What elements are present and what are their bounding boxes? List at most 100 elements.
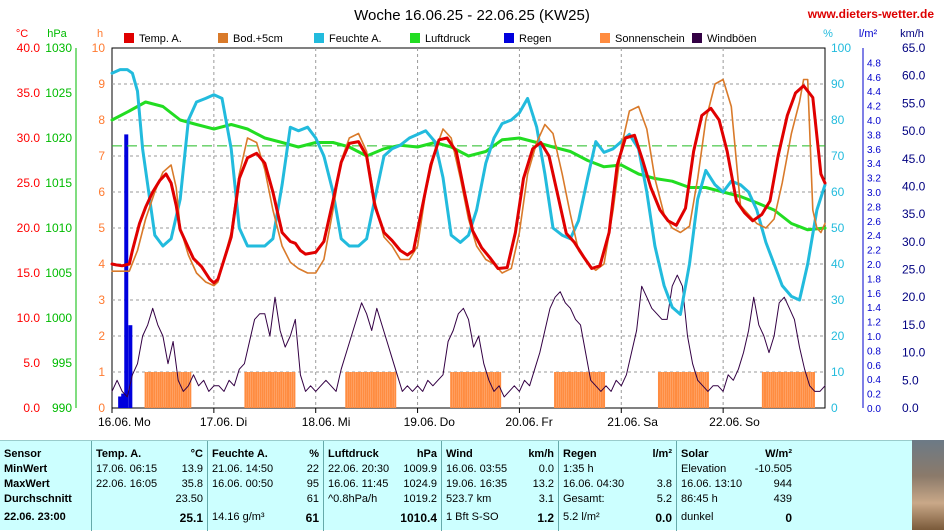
sunshine-bar xyxy=(806,372,809,408)
temp-column: Temp. A. °C 17.06. 06:15 13.9 22.06. 16:05… xyxy=(92,441,208,531)
sunshine-bar xyxy=(259,372,262,408)
legend-label: Luftdruck xyxy=(425,33,471,45)
sunshine-bar xyxy=(554,372,557,408)
sunshine-bar xyxy=(603,372,606,408)
sunshine-bar xyxy=(471,372,474,408)
sunshine-bar xyxy=(370,372,373,408)
wind-distance: 523.7 km xyxy=(446,493,492,505)
sunshine-bar xyxy=(467,372,470,408)
tick-label: 5.0 xyxy=(902,373,919,387)
sunshine-bar xyxy=(677,372,680,408)
sunshine-bar xyxy=(668,372,671,408)
pressure-now-value: 1010.4 xyxy=(400,511,437,525)
tick-label: 50 xyxy=(831,221,845,235)
sunshine-bar xyxy=(810,372,813,408)
x-tick-date: 16.06. xyxy=(98,415,131,429)
tick-label: 2.4 xyxy=(867,231,881,242)
wind-axis: 0.0 5.0 10.0 15.0 20.0 25.0 30.0 35.0 40.0 45.0 50… xyxy=(902,41,926,415)
sunshine-bar xyxy=(250,372,253,408)
sunshine-bar xyxy=(146,372,149,408)
sunshine-bar xyxy=(596,372,599,408)
sunshine-bar xyxy=(490,372,493,408)
tick-label: 4.4 xyxy=(867,87,881,98)
tick-label: 40 xyxy=(831,257,845,271)
sunshine-bar xyxy=(362,372,365,408)
tick-label: 4.0 xyxy=(867,116,881,127)
sunshine-bar xyxy=(488,372,491,408)
sunshine-bar xyxy=(475,372,478,408)
sunshine-bar xyxy=(347,372,350,408)
solar-max-time: 16.06. 13:10 xyxy=(681,478,743,490)
sunshine-bar xyxy=(345,372,348,408)
x-tick-day: Sa xyxy=(643,415,658,429)
sunshine-bar xyxy=(675,372,678,408)
sunshine-bar xyxy=(473,372,476,408)
tick-label: 45.0 xyxy=(902,152,926,166)
solar-unit: W/m² xyxy=(765,448,792,460)
rain-max-time: 16.06. 04:30 xyxy=(563,478,625,490)
sunshine-bar xyxy=(366,372,369,408)
tick-label: 995 xyxy=(52,356,72,370)
legend-item: Luftdruck xyxy=(410,33,471,45)
tick-label: 0.0 xyxy=(23,401,40,415)
sunshine-bar xyxy=(772,372,775,408)
tick-label: 0 xyxy=(98,401,105,415)
tick-label: 0 xyxy=(831,401,838,415)
tick-label: 9 xyxy=(98,77,105,91)
tick-label: 20.0 xyxy=(17,221,41,235)
x-tick-day: Mo xyxy=(134,415,151,429)
tick-label: 2.8 xyxy=(867,202,881,213)
sunshine-bar xyxy=(670,372,673,408)
tick-label: 0.0 xyxy=(867,404,881,415)
rain-bar xyxy=(121,393,126,408)
solar-elevation-label: Elevation xyxy=(681,463,727,475)
sunshine-bar xyxy=(793,372,796,408)
sunshine-bar xyxy=(479,372,482,408)
sunshine-bar xyxy=(482,372,485,408)
pressure-max-value: 1024.9 xyxy=(403,478,437,490)
legend-swatch xyxy=(410,33,420,43)
sensor-header: Sensor xyxy=(4,448,42,460)
sunshine-bar xyxy=(284,372,287,408)
sunshine-bar xyxy=(696,372,699,408)
tick-label: 1015 xyxy=(45,176,72,190)
tick-label: 20.0 xyxy=(902,290,926,304)
humidity-now-value: 61 xyxy=(305,511,319,525)
solar-max-value: 944 xyxy=(773,478,792,490)
tick-label: 0.8 xyxy=(867,346,881,357)
tick-label: 15.0 xyxy=(17,266,41,280)
rain-header: Regen xyxy=(563,448,597,460)
sunshine-bar xyxy=(387,372,390,408)
x-tick-day: Do xyxy=(440,415,456,429)
humidity-absolute: 14.16 g/m³ xyxy=(212,511,265,523)
x-tick-date: 21.06. xyxy=(607,415,640,429)
x-tick-day: Mi xyxy=(338,415,351,429)
sunshine-bar xyxy=(163,372,166,408)
tick-label: 90 xyxy=(831,77,845,91)
sunshine-bar xyxy=(189,372,192,408)
sunshine-bar xyxy=(789,372,792,408)
tick-label: 70 xyxy=(831,149,845,163)
sunshine-bar xyxy=(560,372,563,408)
sunshine-bar xyxy=(774,372,777,408)
legend-swatch xyxy=(124,33,134,43)
temp-header: Temp. A. xyxy=(96,448,142,460)
legend-label: Windböen xyxy=(707,33,757,45)
tick-label: 1.4 xyxy=(867,303,881,314)
sunshine-bar xyxy=(687,372,690,408)
axis-unit-pressure: hPa xyxy=(47,28,67,40)
pressure-header: Luftdruck xyxy=(328,448,379,460)
sunshine-bar xyxy=(450,372,453,408)
x-tick-day: Fr xyxy=(541,415,552,429)
tick-label: 80 xyxy=(831,113,845,127)
rain-duration: 1:35 h xyxy=(563,463,594,475)
sunshine-bar xyxy=(679,372,682,408)
sunshine-bar xyxy=(368,372,371,408)
sunshine-bar xyxy=(187,372,190,408)
sunshine-bar xyxy=(458,372,461,408)
sunshine-bar xyxy=(351,372,354,408)
tick-label: 3.8 xyxy=(867,130,881,141)
tick-label: 3.6 xyxy=(867,145,881,156)
temp-now-value: 25.1 xyxy=(179,511,203,525)
sunshine-bar xyxy=(358,372,361,408)
